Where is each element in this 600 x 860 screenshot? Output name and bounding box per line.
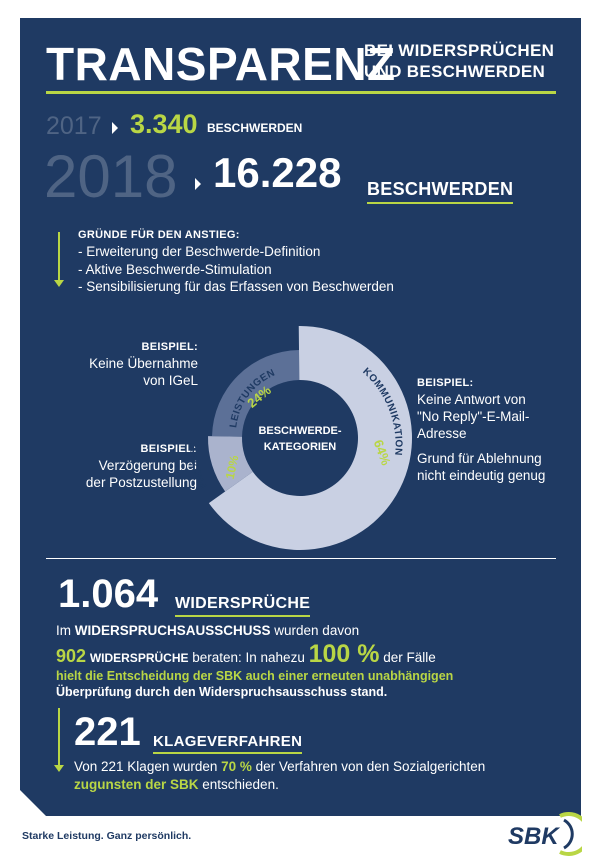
example-heading: BEISPIEL: xyxy=(417,377,474,389)
logo-text: SBK xyxy=(508,823,560,850)
text-span: zugunsten der SBK xyxy=(74,777,199,792)
donut-segments xyxy=(208,326,412,550)
complaints-2018-value: 16.228 xyxy=(213,149,342,196)
text-span: WIDERSPRÜCHE xyxy=(89,651,189,665)
complaints-2018-label: BESCHWERDEN xyxy=(367,178,514,204)
subtitle-line-1: BEI WIDERSPRÜCHEN xyxy=(364,41,555,60)
donut-segment-kommunikation xyxy=(208,326,412,550)
donut-segment-leistungen xyxy=(212,350,300,437)
example-text: "No Reply"-E-Mail- xyxy=(417,409,530,424)
year-2017: 2017 xyxy=(46,112,102,140)
example-text: der Postzustellung xyxy=(85,475,197,490)
example-text: von IGeL xyxy=(143,373,198,388)
text-span: beraten: In nahezu xyxy=(188,650,309,665)
objections-text-1: Im WIDERSPRUCHSAUSSCHUSS wurden davon xyxy=(56,622,359,640)
complaints-2017-value: 3.340 xyxy=(130,109,198,139)
logo-swoosh-icon xyxy=(559,812,582,856)
objections-text-2: 902 WIDERSPRÜCHE beraten: In nahezu 100 … xyxy=(56,640,436,672)
title-underline xyxy=(46,91,556,94)
example-heading: BEISPIEL: xyxy=(141,341,198,353)
svg-text:PROZESS: PROZESS xyxy=(189,442,209,490)
list-item: - Sensibilisierung für das Erfassen von … xyxy=(78,279,394,294)
arrow-down-icon xyxy=(54,280,64,287)
lawsuits-value: 221 xyxy=(74,710,141,754)
complaints-2017-label: BESCHWERDEN xyxy=(207,121,303,135)
text-span: Überprüfung durch den Widerspruchsaussch… xyxy=(56,685,388,699)
example-text: Keine Übernahme xyxy=(89,356,198,371)
donut-chart: BESCHWERDE- KATEGORIEN LEISTUNGEN 24% KO… xyxy=(189,326,412,550)
example-leistungen: BEISPIEL: Keine Übernahme von IGeL xyxy=(89,340,198,389)
text-span: Im xyxy=(56,623,75,638)
reasons-line xyxy=(58,232,60,280)
lawsuits-text: Von 221 Klagen wurden 70 % der Verfahren… xyxy=(74,758,554,794)
logo-swoosh-icon xyxy=(563,818,574,850)
objections-percent: 100 % xyxy=(308,640,380,668)
list-item: - Aktive Beschwerde-Stimulation xyxy=(78,261,272,277)
objections-count: 902 xyxy=(56,646,87,666)
text-span: WIDERSPRUCHSAUSSCHUSS xyxy=(74,623,271,638)
reasons-list: - Erweiterung der Beschwerde-Definition … xyxy=(78,243,394,296)
year-2018: 2018 xyxy=(44,143,178,210)
donut-center-line-2: KATEGORIEN xyxy=(264,441,337,453)
example-text: Keine Antwort von xyxy=(417,392,526,407)
text-span: hielt die Entscheidung der SBK auch eine… xyxy=(56,669,454,683)
objections-value: 1.064 xyxy=(58,572,159,616)
corner-notch xyxy=(20,790,46,816)
donut-segment-prozess xyxy=(208,436,253,492)
reasons-heading: GRÜNDE FÜR DEN ANSTIEG: xyxy=(78,229,240,241)
footer-slogan: Starke Leistung. Ganz persönlich. xyxy=(22,830,192,842)
example-text: Adresse xyxy=(417,426,467,441)
text-span: wurden davon xyxy=(270,623,360,638)
text-span: der Fälle xyxy=(379,650,436,665)
lawsuits-percent: 70 % xyxy=(221,759,252,774)
example-kommunikation: BEISPIEL: Keine Antwort von "No Reply"-E… xyxy=(417,376,545,484)
arrow-right-icon xyxy=(112,122,118,134)
sbk-logo: SBK xyxy=(508,812,582,856)
objections-label: WIDERSPRÜCHE xyxy=(175,594,311,617)
example-text: Grund für Ablehnung xyxy=(417,451,542,466)
example-heading: BEISPIEL: xyxy=(140,443,197,455)
section-divider xyxy=(46,558,556,559)
arrow-right-icon xyxy=(195,178,201,190)
donut-label-prozess: PROZESS xyxy=(189,442,209,490)
text-span: Von 221 Klagen wurden xyxy=(74,759,222,774)
example-prozess: BEISPIEL: Verzögerung bei der Postzustel… xyxy=(86,442,197,491)
subtitle-line-2: UND BESCHWERDEN xyxy=(364,62,546,81)
objections-text-3: hielt die Entscheidung der SBK auch eine… xyxy=(56,668,556,700)
lawsuits-label: KLAGEVERFAHREN xyxy=(153,732,303,754)
infographic-panel: TRANSPARENZ BEI WIDERSPRÜCHEN UND BESCHW… xyxy=(20,18,581,816)
text-span: entschieden. xyxy=(198,777,279,792)
page-subtitle: BEI WIDERSPRÜCHEN UND BESCHWERDEN xyxy=(364,40,554,82)
donut-center-line-1: BESCHWERDE- xyxy=(258,425,341,437)
example-text: Verzögerung bei xyxy=(98,458,197,473)
list-item: - Erweiterung der Beschwerde-Definition xyxy=(78,244,321,259)
donut-percent-prozess: 10% xyxy=(223,454,242,481)
arrow-down-icon xyxy=(54,765,64,772)
text-span: der Verfahren von den Sozialgerichten xyxy=(251,759,486,774)
lawsuits-line xyxy=(58,708,60,766)
page-title: TRANSPARENZ xyxy=(46,38,396,90)
example-text: nicht eindeutig genug xyxy=(417,468,546,483)
